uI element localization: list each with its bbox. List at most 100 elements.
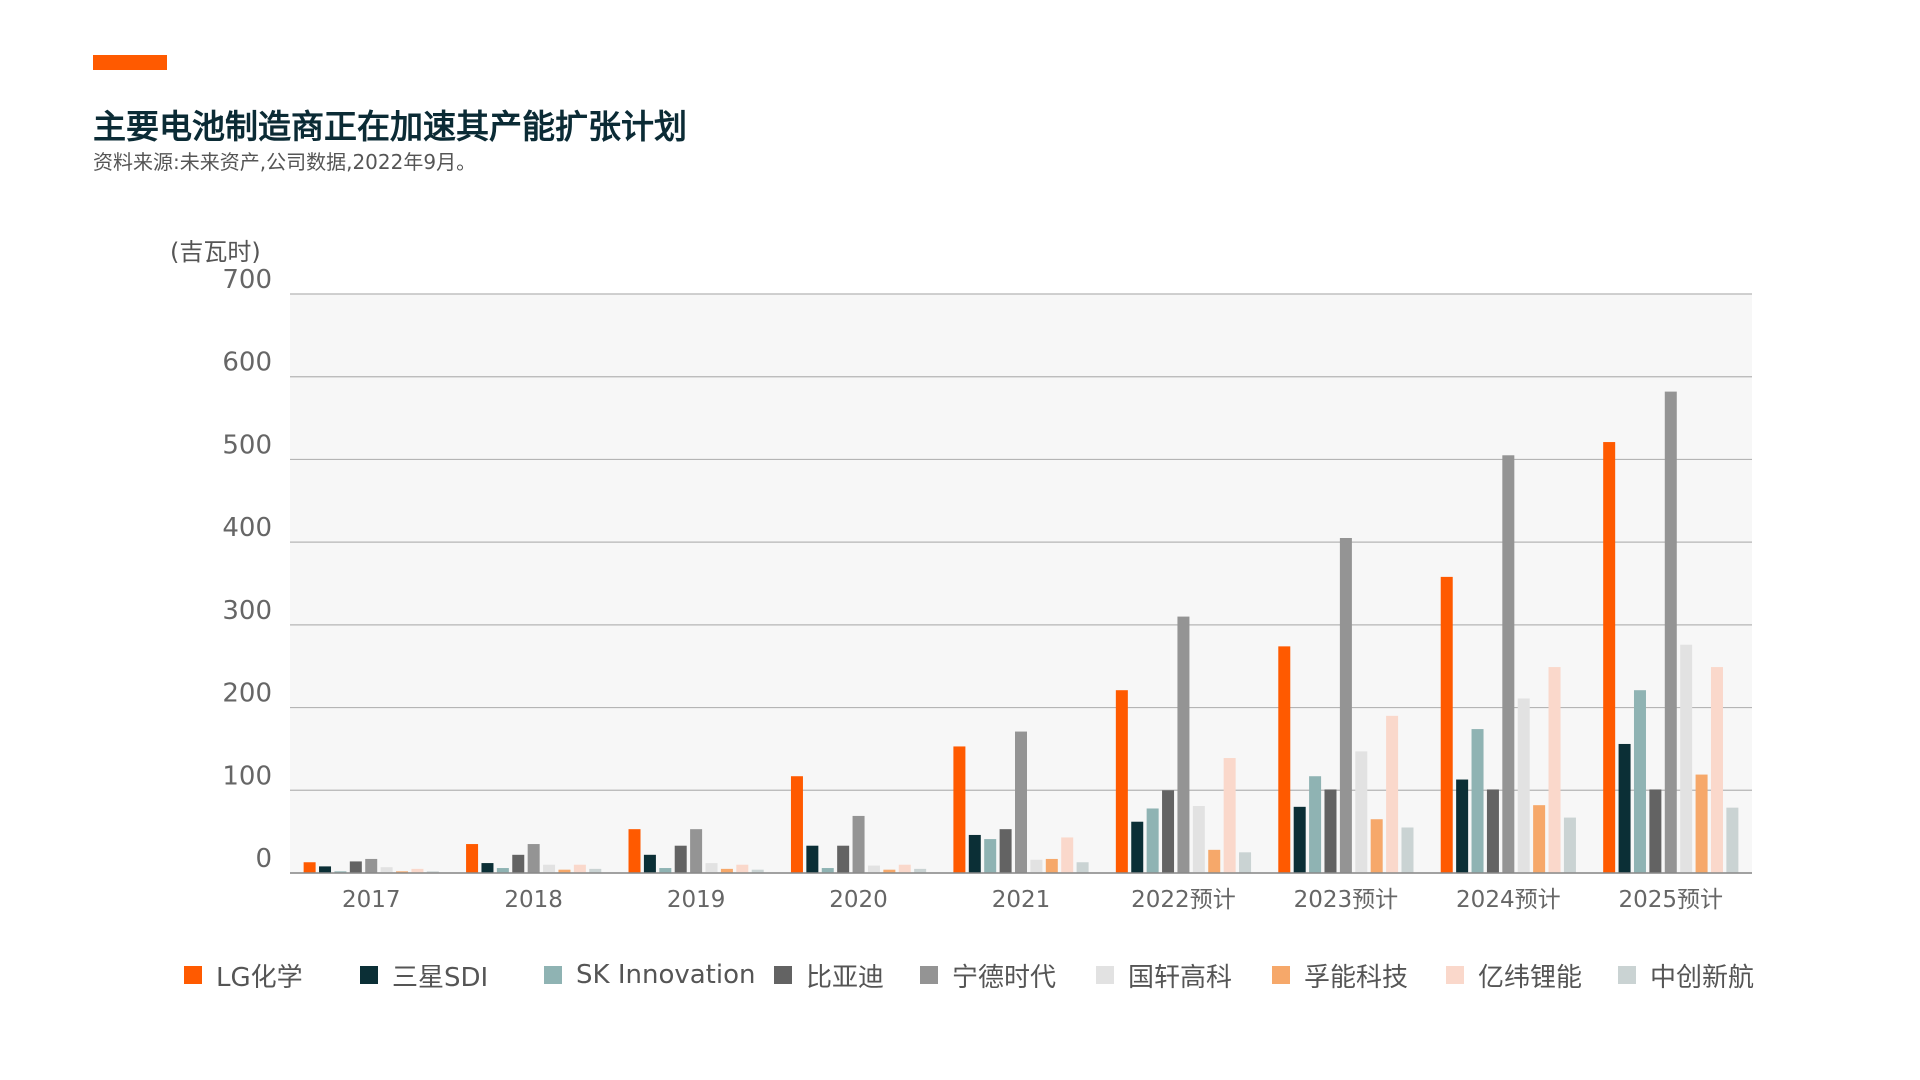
bar-4-2022预计	[1162, 790, 1175, 873]
bar-3-2022预计	[1146, 808, 1159, 873]
legend-item: SK Innovation	[544, 955, 755, 995]
accent-bar	[93, 55, 167, 70]
legend-swatch	[1272, 966, 1290, 984]
bar-2-2023预计	[1293, 806, 1306, 873]
legend-swatch	[1096, 966, 1114, 984]
bar-9-2019	[751, 869, 764, 873]
bar-3-2024预计	[1471, 729, 1484, 873]
legend-label: 比亚迪	[806, 962, 885, 993]
bar-4-2017	[349, 861, 362, 873]
x-tick-label: 2025预计	[1619, 887, 1724, 913]
bar-3-2023预计	[1309, 776, 1322, 873]
chart-title: 主要电池制造商正在加速其产能扩张计划	[93, 107, 687, 146]
bar-9-2018	[589, 868, 602, 873]
bar-5-2025预计	[1664, 391, 1677, 873]
bar-6-2021	[1030, 859, 1043, 873]
bar-3-2019	[659, 868, 672, 873]
x-tick-label: 2022预计	[1131, 887, 1236, 913]
bar-8-2022预计	[1223, 758, 1236, 873]
x-tick-label: 2017	[342, 887, 401, 913]
bar-1-2018	[466, 844, 479, 873]
bar-6-2023预计	[1355, 751, 1368, 873]
y-tick-label: 600	[222, 348, 272, 378]
legend-swatch	[544, 966, 562, 984]
bar-2-2020	[806, 845, 819, 873]
bar-2-2018	[481, 863, 494, 873]
legend-item: 中创新航	[1618, 955, 1754, 995]
legend-label: SK Innovation	[576, 960, 756, 990]
bar-2-2024预计	[1456, 779, 1469, 873]
bar-7-2019	[720, 868, 733, 873]
bar-4-2020	[837, 845, 850, 873]
legend-label: LG化学	[216, 962, 303, 993]
legend-label: 三星SDI	[392, 962, 489, 993]
bar-9-2024预计	[1563, 817, 1576, 873]
bar-9-2020	[914, 868, 927, 873]
bar-4-2021	[999, 829, 1012, 873]
bar-3-2020	[821, 868, 834, 873]
x-tick-label: 2019	[667, 887, 726, 913]
legend-swatch	[1618, 966, 1636, 984]
bar-2-2019	[643, 854, 656, 873]
legend-label: 中创新航	[1650, 962, 1755, 993]
bar-7-2025预计	[1695, 774, 1708, 873]
legend-item: 孚能科技	[1272, 955, 1408, 995]
bar-1-2023预计	[1278, 646, 1291, 873]
legend-item: 亿纬锂能	[1446, 955, 1582, 995]
bar-4-2024预计	[1486, 789, 1499, 873]
y-tick-label: 0	[255, 844, 272, 874]
bar-5-2024预计	[1502, 455, 1515, 873]
bar-6-2025预计	[1680, 644, 1693, 873]
bar-5-2022预计	[1177, 616, 1190, 873]
bar-1-2025预计	[1603, 442, 1616, 873]
bar-7-2020	[883, 869, 896, 873]
bar-8-2023预计	[1386, 715, 1399, 873]
bar-6-2020	[867, 865, 880, 873]
legend-item: 比亚迪	[774, 955, 884, 995]
bar-1-2019	[628, 829, 641, 873]
legend-item: 宁德时代	[920, 955, 1056, 995]
x-tick-label: 2023预计	[1294, 887, 1399, 913]
bar-7-2021	[1045, 858, 1058, 873]
y-axis-unit-label: (吉瓦时)	[170, 238, 261, 266]
bar-9-2022预计	[1239, 852, 1252, 873]
bar-7-2023预计	[1370, 819, 1383, 873]
bar-2-2021	[968, 834, 981, 873]
bar-8-2017	[411, 868, 424, 873]
bar-7-2022预计	[1208, 849, 1221, 873]
bar-9-2023预计	[1401, 827, 1414, 873]
bar-5-2018	[527, 844, 540, 873]
bar-9-2021	[1076, 862, 1089, 873]
bar-4-2018	[512, 854, 525, 873]
bar-6-2024预计	[1517, 698, 1530, 873]
bar-1-2017	[303, 862, 316, 873]
legend-item: LG化学	[184, 955, 303, 995]
x-tick-label: 2018	[504, 887, 563, 913]
bar-5-2019	[690, 829, 703, 873]
legend-item: 三星SDI	[360, 955, 488, 995]
bar-2-2017	[319, 866, 332, 873]
legend-swatch	[774, 966, 792, 984]
y-tick-label: 700	[222, 265, 272, 295]
bar-3-2025预计	[1633, 690, 1646, 873]
y-tick-label: 500	[222, 430, 272, 460]
bar-9-2025预计	[1726, 807, 1739, 873]
bar-7-2017	[396, 871, 409, 873]
bar-7-2024预计	[1533, 805, 1546, 873]
bar-5-2017	[365, 858, 378, 873]
y-tick-label: 200	[222, 679, 272, 709]
legend-label: 孚能科技	[1304, 962, 1409, 993]
chart-legend: LG化学 三星SDI SK Innovation 比亚迪 宁德时代 国轩高科 孚能科技 亿纬锂…	[184, 955, 1764, 995]
bar-6-2022预计	[1192, 806, 1205, 873]
legend-swatch	[1446, 966, 1464, 984]
y-tick-label: 300	[222, 596, 272, 626]
legend-label: 国轩高科	[1128, 962, 1233, 993]
bar-1-2021	[953, 746, 966, 873]
y-tick-label: 400	[222, 513, 272, 543]
bar-2-2025预计	[1618, 743, 1631, 873]
bar-3-2018	[496, 868, 509, 873]
bar-5-2021	[1015, 731, 1027, 873]
bar-4-2025预计	[1649, 789, 1662, 873]
bar-9-2017	[426, 871, 439, 873]
